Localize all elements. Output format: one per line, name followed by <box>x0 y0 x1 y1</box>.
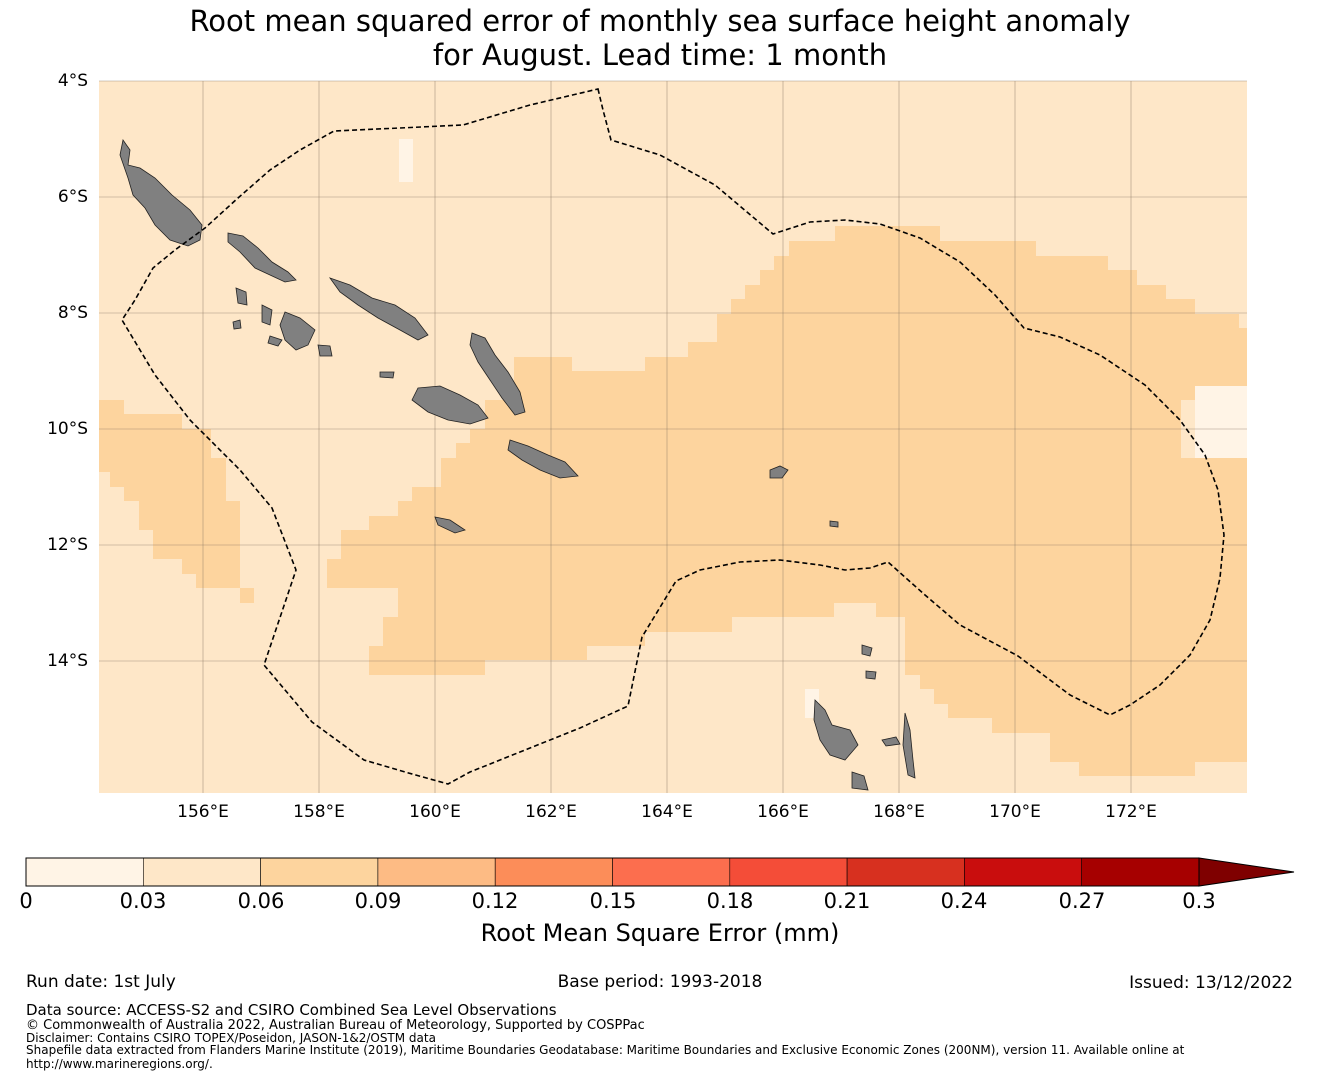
rmse-low-patches <box>399 139 1247 718</box>
island-small-4 <box>379 371 395 379</box>
island-bougainville <box>119 139 203 247</box>
island-new-georgia <box>261 304 316 351</box>
colorbar-extend-arrow <box>1198 857 1295 887</box>
island-vella-lavella <box>235 287 248 306</box>
colorbar-tick-label: 0.09 <box>354 889 402 913</box>
colorbar-segment <box>729 857 848 887</box>
lon-label: 162°E <box>525 802 577 822</box>
colorbar-tick-label: 0.18 <box>706 889 754 913</box>
colorbar-tick-label: 0 <box>19 889 33 913</box>
colorbar-segment <box>25 857 144 887</box>
lat-label: 6°S <box>57 187 88 207</box>
island-small-1 <box>861 644 873 657</box>
island-small-6 <box>232 319 242 330</box>
lon-label: 156°E <box>177 802 229 822</box>
island-ndeni <box>769 465 789 479</box>
colorbar-segment <box>846 857 965 887</box>
island-espiritu-santo <box>813 699 859 761</box>
lat-label: 4°S <box>57 71 88 91</box>
colorbar-tick-label: 0.27 <box>1058 889 1106 913</box>
run-date: Run date: 1st July <box>26 972 176 992</box>
lat-label: 12°S <box>47 535 88 555</box>
island-small-8 <box>317 344 333 357</box>
colorbar-segment <box>1081 857 1200 887</box>
eez-boundary-solomon-islands <box>121 88 1225 785</box>
map-title-line-1: Root mean squared error of monthly sea s… <box>189 4 1131 38</box>
colorbar-tick-label: 0.24 <box>940 889 988 913</box>
copyright-notice: © Commonwealth of Australia 2022, Austra… <box>26 1018 645 1033</box>
lat-label: 14°S <box>47 651 88 671</box>
colorbar-tick-label: 0.12 <box>471 889 519 913</box>
data-source: Data source: ACCESS-S2 and CSIRO Combine… <box>26 1001 557 1019</box>
rmse-region-high <box>327 226 1247 776</box>
island-guadalcanal <box>411 385 489 425</box>
rmse-region-west <box>99 400 254 603</box>
lon-label: 168°E <box>873 802 925 822</box>
island-choiseul <box>227 232 297 283</box>
colorbar-tick-label: 0.3 <box>1182 889 1216 913</box>
colorbar-segment <box>494 857 613 887</box>
issued-date: Issued: 13/12/2022 <box>1129 973 1293 993</box>
colorbar-tick-label: 0.03 <box>119 889 167 913</box>
disclaimer: Disclaimer: Contains CSIRO TOPEX/Poseido… <box>26 1031 436 1045</box>
colorbar-tick-label: 0.15 <box>589 889 637 913</box>
island-malaita <box>469 332 526 416</box>
colorbar-tick-label: 0.06 <box>237 889 285 913</box>
island-ambrym <box>851 771 869 791</box>
island-small-3 <box>829 520 839 528</box>
map-title-line-2: for August. Lead time: 1 month <box>432 38 888 72</box>
lon-label: 172°E <box>1105 802 1157 822</box>
lon-label: 160°E <box>409 802 461 822</box>
colorbar-segments <box>25 857 1200 887</box>
colorbar-segment <box>143 857 261 887</box>
map-graticule <box>99 80 1247 793</box>
island-maewo <box>881 736 901 747</box>
lon-label: 170°E <box>989 802 1041 822</box>
land-masses <box>119 139 916 791</box>
lat-label: 8°S <box>57 303 88 323</box>
colorbar-label: Root Mean Square Error (mm) <box>480 919 840 947</box>
island-santa-isabel <box>328 277 429 341</box>
island-small-5 <box>434 516 466 534</box>
shapefile-credit: Shapefile data extracted from Flanders M… <box>26 1043 1185 1057</box>
lon-label: 158°E <box>293 802 345 822</box>
base-period: Base period: 1993-2018 <box>557 972 763 992</box>
island-malekula <box>902 712 916 779</box>
colorbar-segment <box>260 857 379 887</box>
lat-label: 10°S <box>47 419 88 439</box>
rmse-map <box>99 80 1247 793</box>
colorbar-segment <box>964 857 1083 887</box>
lon-label: 164°E <box>641 802 693 822</box>
colorbar-tick-label: 0.21 <box>823 889 871 913</box>
island-small-2 <box>865 670 877 680</box>
island-small-7 <box>267 335 283 347</box>
island-makira <box>507 439 579 479</box>
colorbar-segment <box>612 857 731 887</box>
colorbar-segment <box>377 857 496 887</box>
colorbar-outline <box>25 857 1200 887</box>
marineregions-url: http://www.marineregions.org/. <box>26 1057 213 1071</box>
lon-label: 166°E <box>757 802 809 822</box>
